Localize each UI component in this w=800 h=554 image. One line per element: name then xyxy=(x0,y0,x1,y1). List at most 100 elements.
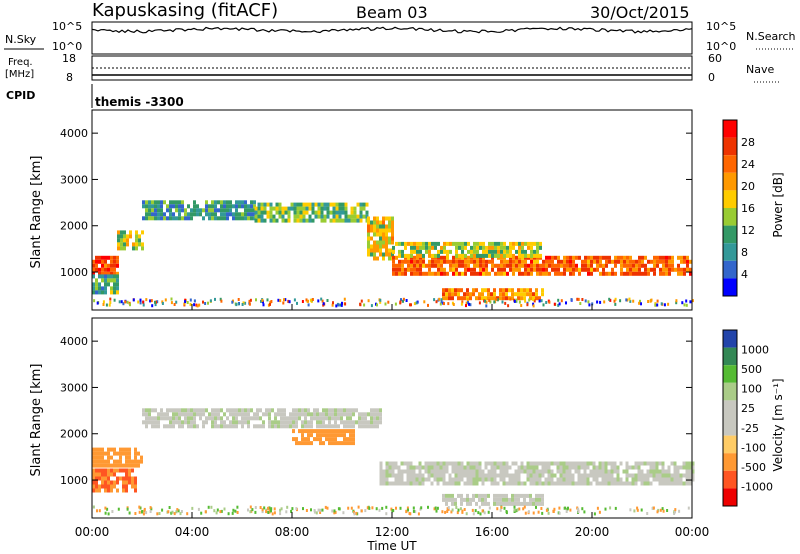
data-cell xyxy=(104,476,107,481)
data-cell xyxy=(145,200,148,205)
data-cell xyxy=(653,263,656,268)
data-cell xyxy=(235,420,238,425)
data-cell xyxy=(257,210,261,215)
data-cell xyxy=(289,412,292,417)
data-cell xyxy=(472,493,475,498)
data-cell xyxy=(530,249,533,254)
data-cell xyxy=(577,461,581,466)
colorbar-swatch xyxy=(723,278,737,296)
data-cell xyxy=(202,208,205,213)
scatter-cell xyxy=(587,300,590,304)
data-cell xyxy=(466,497,469,502)
data-cell xyxy=(304,412,307,417)
scatter-cell xyxy=(469,303,472,307)
scatter-cell xyxy=(341,301,343,305)
data-cell xyxy=(148,420,151,425)
data-cell xyxy=(599,271,602,276)
scatter-cell xyxy=(277,298,280,302)
data-cell xyxy=(454,288,457,293)
data-cell xyxy=(101,290,104,295)
data-cell xyxy=(328,441,331,446)
data-cell xyxy=(138,238,141,243)
data-cell xyxy=(461,245,464,250)
data-cell xyxy=(364,424,367,429)
data-cell xyxy=(509,267,512,272)
scatter-cell xyxy=(640,302,642,306)
data-cell xyxy=(646,461,650,466)
data-cell xyxy=(574,461,578,466)
data-cell xyxy=(539,253,542,258)
data-cell xyxy=(527,245,530,250)
scatter-cell xyxy=(681,301,684,305)
scatter-cell xyxy=(596,300,599,304)
data-cell xyxy=(403,481,407,486)
data-cell xyxy=(334,416,337,421)
scatter-cell xyxy=(427,505,429,509)
data-cell xyxy=(610,473,614,478)
data-cell xyxy=(370,416,373,421)
scatter-cell xyxy=(220,299,223,303)
data-cell xyxy=(503,267,506,272)
data-cell xyxy=(437,259,440,264)
data-cell xyxy=(682,461,686,466)
data-cell xyxy=(187,216,190,221)
data-cell xyxy=(578,267,581,272)
data-cell xyxy=(347,218,351,223)
data-cell xyxy=(592,465,596,470)
scatter-cell xyxy=(261,510,264,514)
data-cell xyxy=(529,493,532,498)
data-cell xyxy=(214,216,217,221)
data-cell xyxy=(229,408,232,413)
data-cell xyxy=(169,424,172,429)
data-cell xyxy=(356,218,360,223)
data-cell xyxy=(641,255,644,260)
data-cell xyxy=(538,493,541,498)
data-cell xyxy=(101,480,104,485)
data-cell xyxy=(457,288,460,293)
data-cell xyxy=(673,465,677,470)
data-cell xyxy=(107,468,110,473)
data-cell xyxy=(362,214,366,219)
scatter-cell xyxy=(270,509,272,513)
data-cell xyxy=(466,493,469,498)
data-cell xyxy=(301,420,304,425)
data-cell xyxy=(211,200,214,205)
scatter-cell xyxy=(161,300,164,304)
data-cell xyxy=(172,420,175,425)
data-cell xyxy=(608,259,611,264)
data-cell xyxy=(151,216,154,221)
data-cell xyxy=(376,244,379,249)
data-cell xyxy=(607,461,611,466)
data-cell xyxy=(163,212,166,217)
data-cell xyxy=(442,465,446,470)
data-cell xyxy=(223,216,226,221)
data-cell xyxy=(266,202,270,207)
data-cell xyxy=(116,451,119,456)
data-cell xyxy=(379,220,382,225)
data-cell xyxy=(385,469,389,474)
data-cell xyxy=(92,267,95,272)
data-cell xyxy=(653,267,656,272)
scatter-cell xyxy=(269,300,272,304)
data-cell xyxy=(461,253,464,258)
data-cell xyxy=(140,459,143,464)
data-cell xyxy=(452,255,455,260)
data-cell xyxy=(458,253,461,258)
data-cell xyxy=(503,271,506,276)
data-cell xyxy=(604,473,608,478)
data-cell xyxy=(515,241,518,246)
data-cell xyxy=(521,263,524,268)
data-cell xyxy=(406,477,410,482)
scatter-cell xyxy=(145,298,148,302)
scatter-cell xyxy=(395,506,397,510)
data-cell xyxy=(571,477,575,482)
data-cell xyxy=(323,214,327,219)
data-cell xyxy=(154,420,157,425)
data-cell xyxy=(598,481,602,486)
data-cell xyxy=(295,441,298,446)
data-cell xyxy=(145,208,148,213)
scatter-cell xyxy=(120,300,123,304)
data-cell xyxy=(589,481,593,486)
data-cell xyxy=(119,451,122,456)
data-cell xyxy=(448,497,451,502)
